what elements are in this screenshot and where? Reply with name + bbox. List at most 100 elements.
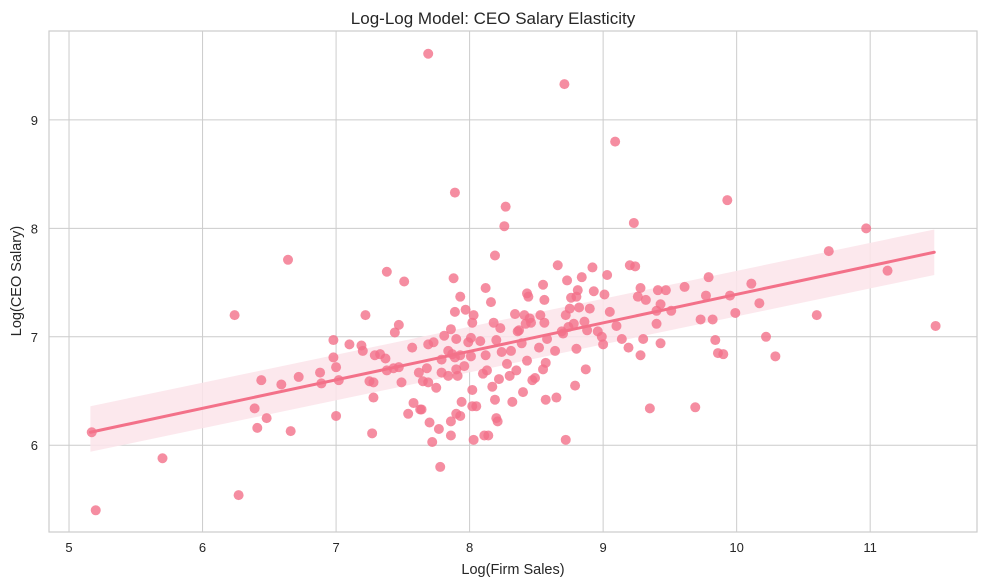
data-point — [368, 377, 379, 388]
data-point — [523, 291, 534, 302]
data-point — [424, 417, 435, 428]
data-point — [660, 285, 671, 296]
y-tick-label: 7 — [31, 330, 38, 345]
data-point — [443, 370, 454, 381]
data-point — [510, 309, 521, 320]
data-point — [465, 351, 476, 362]
data-point — [460, 304, 471, 315]
data-point — [505, 345, 516, 356]
data-point — [467, 317, 478, 328]
data-point — [500, 201, 511, 212]
data-point — [431, 382, 442, 393]
data-point — [449, 306, 460, 317]
data-point — [703, 272, 714, 283]
data-point — [448, 273, 459, 284]
x-tick-label: 8 — [466, 540, 473, 555]
data-point — [511, 365, 522, 376]
y-tick-label: 9 — [31, 113, 38, 128]
y-tick-label: 6 — [31, 438, 38, 453]
data-point — [611, 320, 622, 331]
y-tick-label: 8 — [31, 221, 38, 236]
tick-labels: 5 6 7 8 9 10 11 6 7 8 9 — [31, 113, 877, 555]
data-point — [640, 294, 651, 305]
data-point — [455, 410, 466, 421]
data-point — [451, 333, 462, 344]
data-point — [475, 336, 486, 347]
data-point — [495, 323, 506, 334]
data-point — [380, 353, 391, 364]
data-point — [331, 410, 342, 421]
data-point — [560, 434, 571, 445]
data-point — [399, 276, 410, 287]
data-point — [456, 396, 467, 407]
x-axis-label: Log(Firm Sales) — [461, 562, 564, 578]
data-point — [616, 333, 627, 344]
data-point — [256, 375, 267, 386]
data-point — [487, 381, 498, 392]
data-point — [468, 310, 479, 321]
data-point — [328, 352, 339, 363]
data-point — [276, 379, 287, 390]
data-point — [344, 339, 355, 350]
data-point — [408, 397, 419, 408]
data-point — [562, 275, 573, 286]
data-point — [368, 392, 379, 403]
x-tick-label: 7 — [332, 540, 339, 555]
data-point — [423, 48, 434, 59]
data-point — [483, 430, 494, 441]
data-point — [229, 310, 240, 321]
data-point — [465, 332, 476, 343]
data-point — [534, 342, 545, 353]
data-point — [357, 345, 368, 356]
data-point — [552, 260, 563, 271]
data-point — [90, 505, 101, 516]
data-point — [584, 303, 595, 314]
data-point — [445, 324, 456, 335]
plot-frame — [48, 30, 978, 533]
data-point — [596, 331, 607, 342]
data-point — [381, 266, 392, 277]
data-point — [499, 221, 510, 232]
data-point — [459, 361, 470, 372]
data-point — [435, 461, 446, 472]
data-point — [655, 338, 666, 349]
data-point — [754, 298, 765, 309]
data-point — [700, 290, 711, 301]
data-point — [570, 380, 581, 391]
data-point — [635, 350, 646, 361]
data-point — [861, 223, 872, 234]
data-point — [157, 453, 168, 464]
data-point — [718, 349, 729, 360]
data-point — [707, 314, 718, 325]
data-point — [559, 79, 570, 90]
data-point — [249, 403, 260, 414]
data-point — [421, 363, 432, 374]
data-point — [471, 401, 482, 412]
data-point — [427, 436, 438, 447]
data-point — [530, 373, 541, 384]
data-point — [433, 423, 444, 434]
data-point — [367, 428, 378, 439]
data-point — [360, 310, 371, 321]
data-point — [588, 286, 599, 297]
data-point — [489, 250, 500, 261]
data-point — [455, 291, 466, 302]
data-point — [467, 384, 478, 395]
data-point — [604, 306, 615, 317]
data-point — [407, 342, 418, 353]
data-point — [396, 377, 407, 388]
data-point — [539, 317, 550, 328]
data-point — [481, 365, 492, 376]
data-point — [504, 370, 515, 381]
data-point — [652, 285, 663, 296]
data-point — [480, 283, 491, 294]
data-point — [722, 195, 733, 206]
data-point — [522, 355, 533, 366]
data-point — [598, 339, 609, 350]
data-point — [261, 413, 272, 424]
data-point — [539, 294, 550, 305]
data-point — [651, 318, 662, 329]
data-point — [635, 283, 646, 294]
data-point — [416, 404, 427, 415]
x-tick-label: 11 — [863, 540, 877, 555]
